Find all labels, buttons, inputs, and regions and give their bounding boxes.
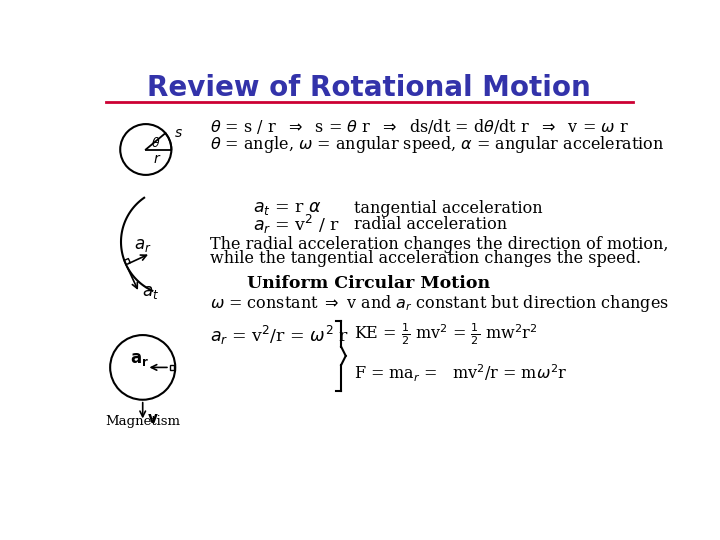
Text: Uniform Circular Motion: Uniform Circular Motion (248, 275, 490, 292)
Text: tangential acceleration: tangential acceleration (354, 199, 542, 217)
Text: $\theta$: $\theta$ (151, 136, 161, 150)
Text: $a_t$ = r $\alpha$: $a_t$ = r $\alpha$ (253, 199, 321, 217)
Text: The radial acceleration changes the direction of motion,: The radial acceleration changes the dire… (210, 235, 669, 253)
Text: $a_t$: $a_t$ (142, 285, 158, 301)
Text: $\mathbf{v}$: $\mathbf{v}$ (148, 412, 159, 426)
Text: $a_r$: $a_r$ (134, 238, 151, 254)
Text: Magnetism: Magnetism (105, 415, 180, 428)
Text: Review of Rotational Motion: Review of Rotational Motion (147, 74, 591, 102)
Bar (170, 365, 174, 370)
Text: s: s (175, 126, 182, 139)
Text: radial acceleration: radial acceleration (354, 215, 507, 233)
Text: $\mathbf{a_r}$: $\mathbf{a_r}$ (130, 351, 149, 368)
Text: $a_r$ = v$^2$ / r: $a_r$ = v$^2$ / r (253, 213, 340, 236)
Text: F = ma$_r$ =   mv$^2$/r = m$\omega^2$r: F = ma$_r$ = mv$^2$/r = m$\omega^2$r (354, 362, 567, 383)
Text: $\theta$ = s / r  $\Rightarrow$  s = $\theta$ r  $\Rightarrow$  ds/dt = d$\theta: $\theta$ = s / r $\Rightarrow$ s = $\the… (210, 117, 629, 136)
Text: while the tangential acceleration changes the speed.: while the tangential acceleration change… (210, 251, 642, 267)
Text: $\omega$ = constant $\Rightarrow$ v and $a_r$ constant but direction changes: $\omega$ = constant $\Rightarrow$ v and … (210, 293, 669, 314)
Text: $a_r$ = v$^2$/r = $\omega^2$ r: $a_r$ = v$^2$/r = $\omega^2$ r (210, 325, 349, 347)
Text: $\theta$ = angle, $\omega$ = angular speed, $\alpha$ = angular acceleration: $\theta$ = angle, $\omega$ = angular spe… (210, 133, 665, 154)
Text: KE = $\frac{1}{2}$ mv$^2$ = $\frac{1}{2}$ mw$^2$r$^2$: KE = $\frac{1}{2}$ mv$^2$ = $\frac{1}{2}… (354, 321, 537, 347)
Text: r: r (154, 152, 160, 166)
